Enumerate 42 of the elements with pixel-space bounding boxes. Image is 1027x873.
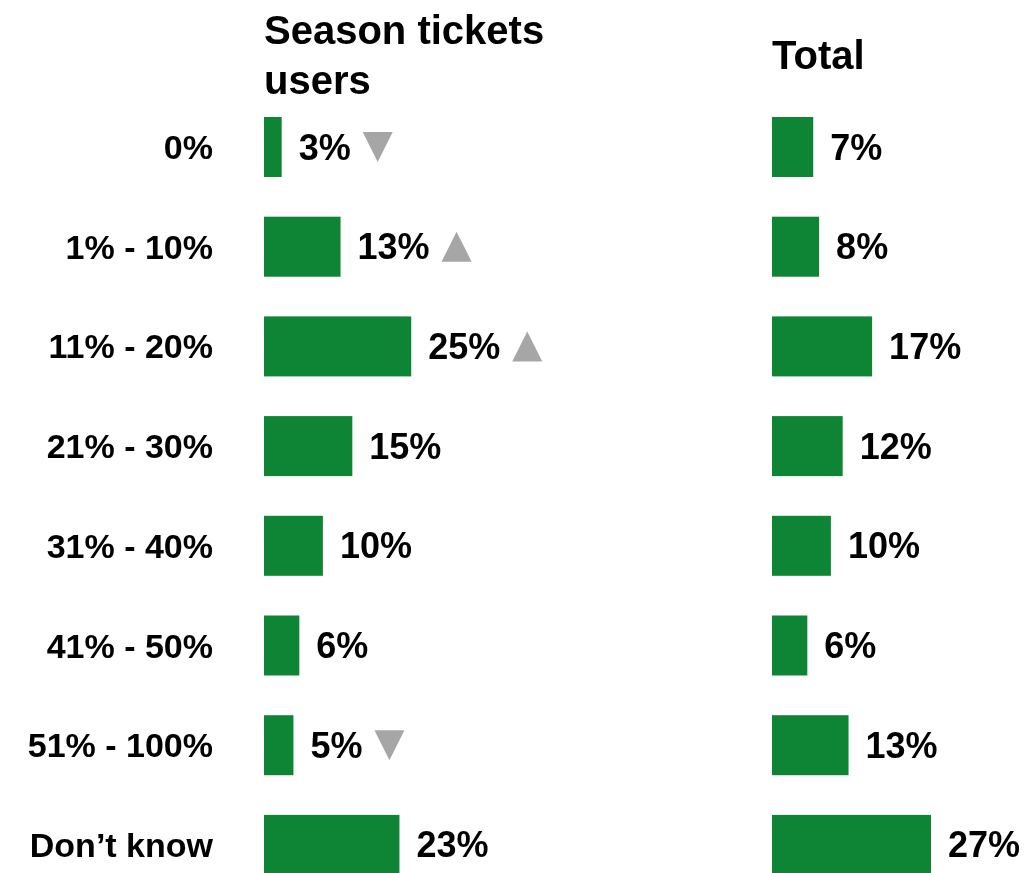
y-tick-label: 11% - 20%	[48, 327, 213, 366]
y-tick-label: 21% - 30%	[46, 427, 213, 466]
data-label: 3%	[298, 126, 351, 168]
data-label: 17%	[889, 325, 962, 367]
data-label: 5%	[310, 724, 363, 766]
bar	[772, 814, 931, 873]
bar	[264, 814, 400, 873]
data-label: 12%	[859, 425, 932, 467]
data-label: 25%	[428, 325, 501, 367]
bar	[264, 416, 353, 477]
data-label: 7%	[830, 126, 883, 168]
bar	[772, 117, 814, 177]
bar	[264, 615, 300, 676]
data-label: 10%	[339, 525, 412, 567]
data-label: 13%	[865, 724, 938, 766]
data-label: 8%	[836, 226, 889, 268]
bar	[772, 316, 873, 377]
chart-title: Season tickets users	[264, 8, 545, 102]
data-label: 10%	[847, 525, 920, 567]
y-tick-label: 0%	[163, 128, 213, 166]
bar	[264, 117, 282, 177]
data-label: 13%	[357, 226, 430, 268]
data-label: 6%	[824, 625, 877, 666]
bar	[772, 515, 831, 576]
data-label: 27%	[948, 824, 1021, 866]
data-label: 15%	[369, 425, 442, 467]
data-label: 23%	[416, 824, 489, 866]
bar	[264, 216, 341, 277]
bar	[264, 515, 323, 576]
y-tick-label: 1% - 10%	[65, 227, 213, 266]
bar	[772, 216, 820, 277]
bar	[772, 715, 849, 776]
bar	[772, 416, 843, 477]
y-tick-label: 51% - 100%	[27, 726, 213, 765]
y-tick-label: 31% - 40%	[46, 526, 213, 565]
data-label: 6%	[316, 625, 369, 666]
y-tick-label: 41% - 50%	[46, 626, 213, 665]
bar	[264, 715, 294, 776]
bar	[264, 316, 412, 377]
bar	[772, 615, 808, 676]
y-tick-label: Don’t know	[29, 825, 214, 864]
chart-title: Total	[772, 33, 865, 77]
